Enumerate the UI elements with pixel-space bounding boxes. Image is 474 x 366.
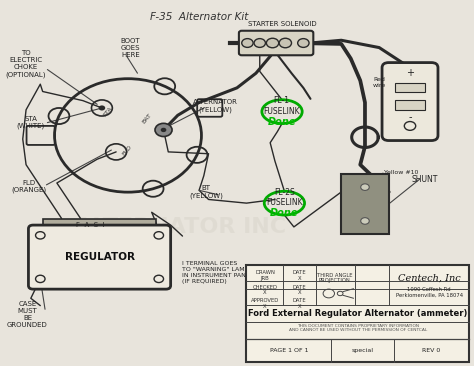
FancyBboxPatch shape <box>28 225 171 289</box>
Text: Done: Done <box>267 116 296 127</box>
Circle shape <box>361 184 369 190</box>
Circle shape <box>99 105 105 111</box>
Bar <box>246 265 469 362</box>
Text: REV 0: REV 0 <box>422 348 440 353</box>
Text: FL-1
FUSELINK: FL-1 FUSELINK <box>263 96 300 116</box>
Text: 1090 Coffesh Rd
Perkiomenville, PA 18074: 1090 Coffesh Rd Perkiomenville, PA 18074 <box>396 287 463 298</box>
Text: Yellow #10: Yellow #10 <box>384 169 419 175</box>
Text: STARTER SOLENOID: STARTER SOLENOID <box>248 21 316 27</box>
Text: FL-2S
FUSELINK: FL-2S FUSELINK <box>266 188 303 208</box>
Text: I: I <box>272 44 273 50</box>
Text: SHUNT: SHUNT <box>411 175 438 184</box>
Circle shape <box>242 39 253 47</box>
Text: THIRD ANGLE
PROJECTION: THIRD ANGLE PROJECTION <box>317 273 352 283</box>
Text: APPROVED
X: APPROVED X <box>251 298 279 309</box>
Text: CHECKED
X: CHECKED X <box>253 285 277 295</box>
Text: THIS DOCUMENT CONTAINS PROPRIETARY INFORMATION
AND CANNOT BE USED WITHOUT THE PE: THIS DOCUMENT CONTAINS PROPRIETARY INFOR… <box>289 324 427 332</box>
Circle shape <box>254 39 265 47</box>
Text: STA
(WHITE): STA (WHITE) <box>17 116 45 129</box>
Text: -: - <box>408 112 412 122</box>
Text: TO
ELECTRIC
CHOKE
(OPTIONAL): TO ELECTRIC CHOKE (OPTIONAL) <box>6 50 46 78</box>
Circle shape <box>155 123 172 137</box>
Circle shape <box>279 38 292 48</box>
Text: special: special <box>351 348 374 353</box>
Text: BAT: BAT <box>141 113 153 125</box>
FancyBboxPatch shape <box>382 63 438 141</box>
Text: DATE
X: DATE X <box>292 285 306 295</box>
Text: F  A  S  I: F A S I <box>76 223 104 228</box>
Text: Centech, Inc: Centech, Inc <box>398 273 461 283</box>
Text: DATE
X: DATE X <box>292 298 306 309</box>
Text: STA: STA <box>102 106 114 117</box>
Circle shape <box>266 38 279 48</box>
Text: ALTERNATOR INC: ALTERNATOR INC <box>74 217 286 237</box>
Text: ALTERNATOR
(YELLOW): ALTERNATOR (YELLOW) <box>193 100 238 113</box>
Circle shape <box>298 39 309 47</box>
Bar <box>395 100 425 110</box>
Text: DRAWN
JRB: DRAWN JRB <box>255 270 275 281</box>
Text: S: S <box>257 44 262 50</box>
Text: +: + <box>406 68 414 78</box>
Bar <box>43 219 156 229</box>
Text: BT
(YELLOW): BT (YELLOW) <box>189 186 223 199</box>
FancyBboxPatch shape <box>239 31 313 55</box>
Circle shape <box>161 128 166 132</box>
Text: PAGE 1 OF 1: PAGE 1 OF 1 <box>270 348 308 353</box>
Bar <box>395 83 425 92</box>
Text: DATE
X: DATE X <box>292 270 306 281</box>
Text: Done: Done <box>270 208 299 218</box>
Text: I TERMINAL GOES
TO "WARNING" LAMP
IN INSTRUMENT PANEL
(IF REQUIRED): I TERMINAL GOES TO "WARNING" LAMP IN INS… <box>182 261 254 284</box>
Text: Red
wire: Red wire <box>373 77 386 88</box>
Bar <box>341 174 389 234</box>
Text: BOOT
GOES
HERE: BOOT GOES HERE <box>120 38 140 57</box>
Text: REGULATOR: REGULATOR <box>64 252 135 262</box>
Text: F-35  Alternator Kit: F-35 Alternator Kit <box>150 12 248 22</box>
Text: CASE
MUST
BE
GROUNDED: CASE MUST BE GROUNDED <box>7 301 48 328</box>
Circle shape <box>361 218 369 224</box>
Text: FLD
(ORANGE): FLD (ORANGE) <box>11 180 46 193</box>
Text: FLD: FLD <box>121 144 133 156</box>
Text: Ford External Regulator Alternator (ammeter): Ford External Regulator Alternator (amme… <box>248 309 467 318</box>
